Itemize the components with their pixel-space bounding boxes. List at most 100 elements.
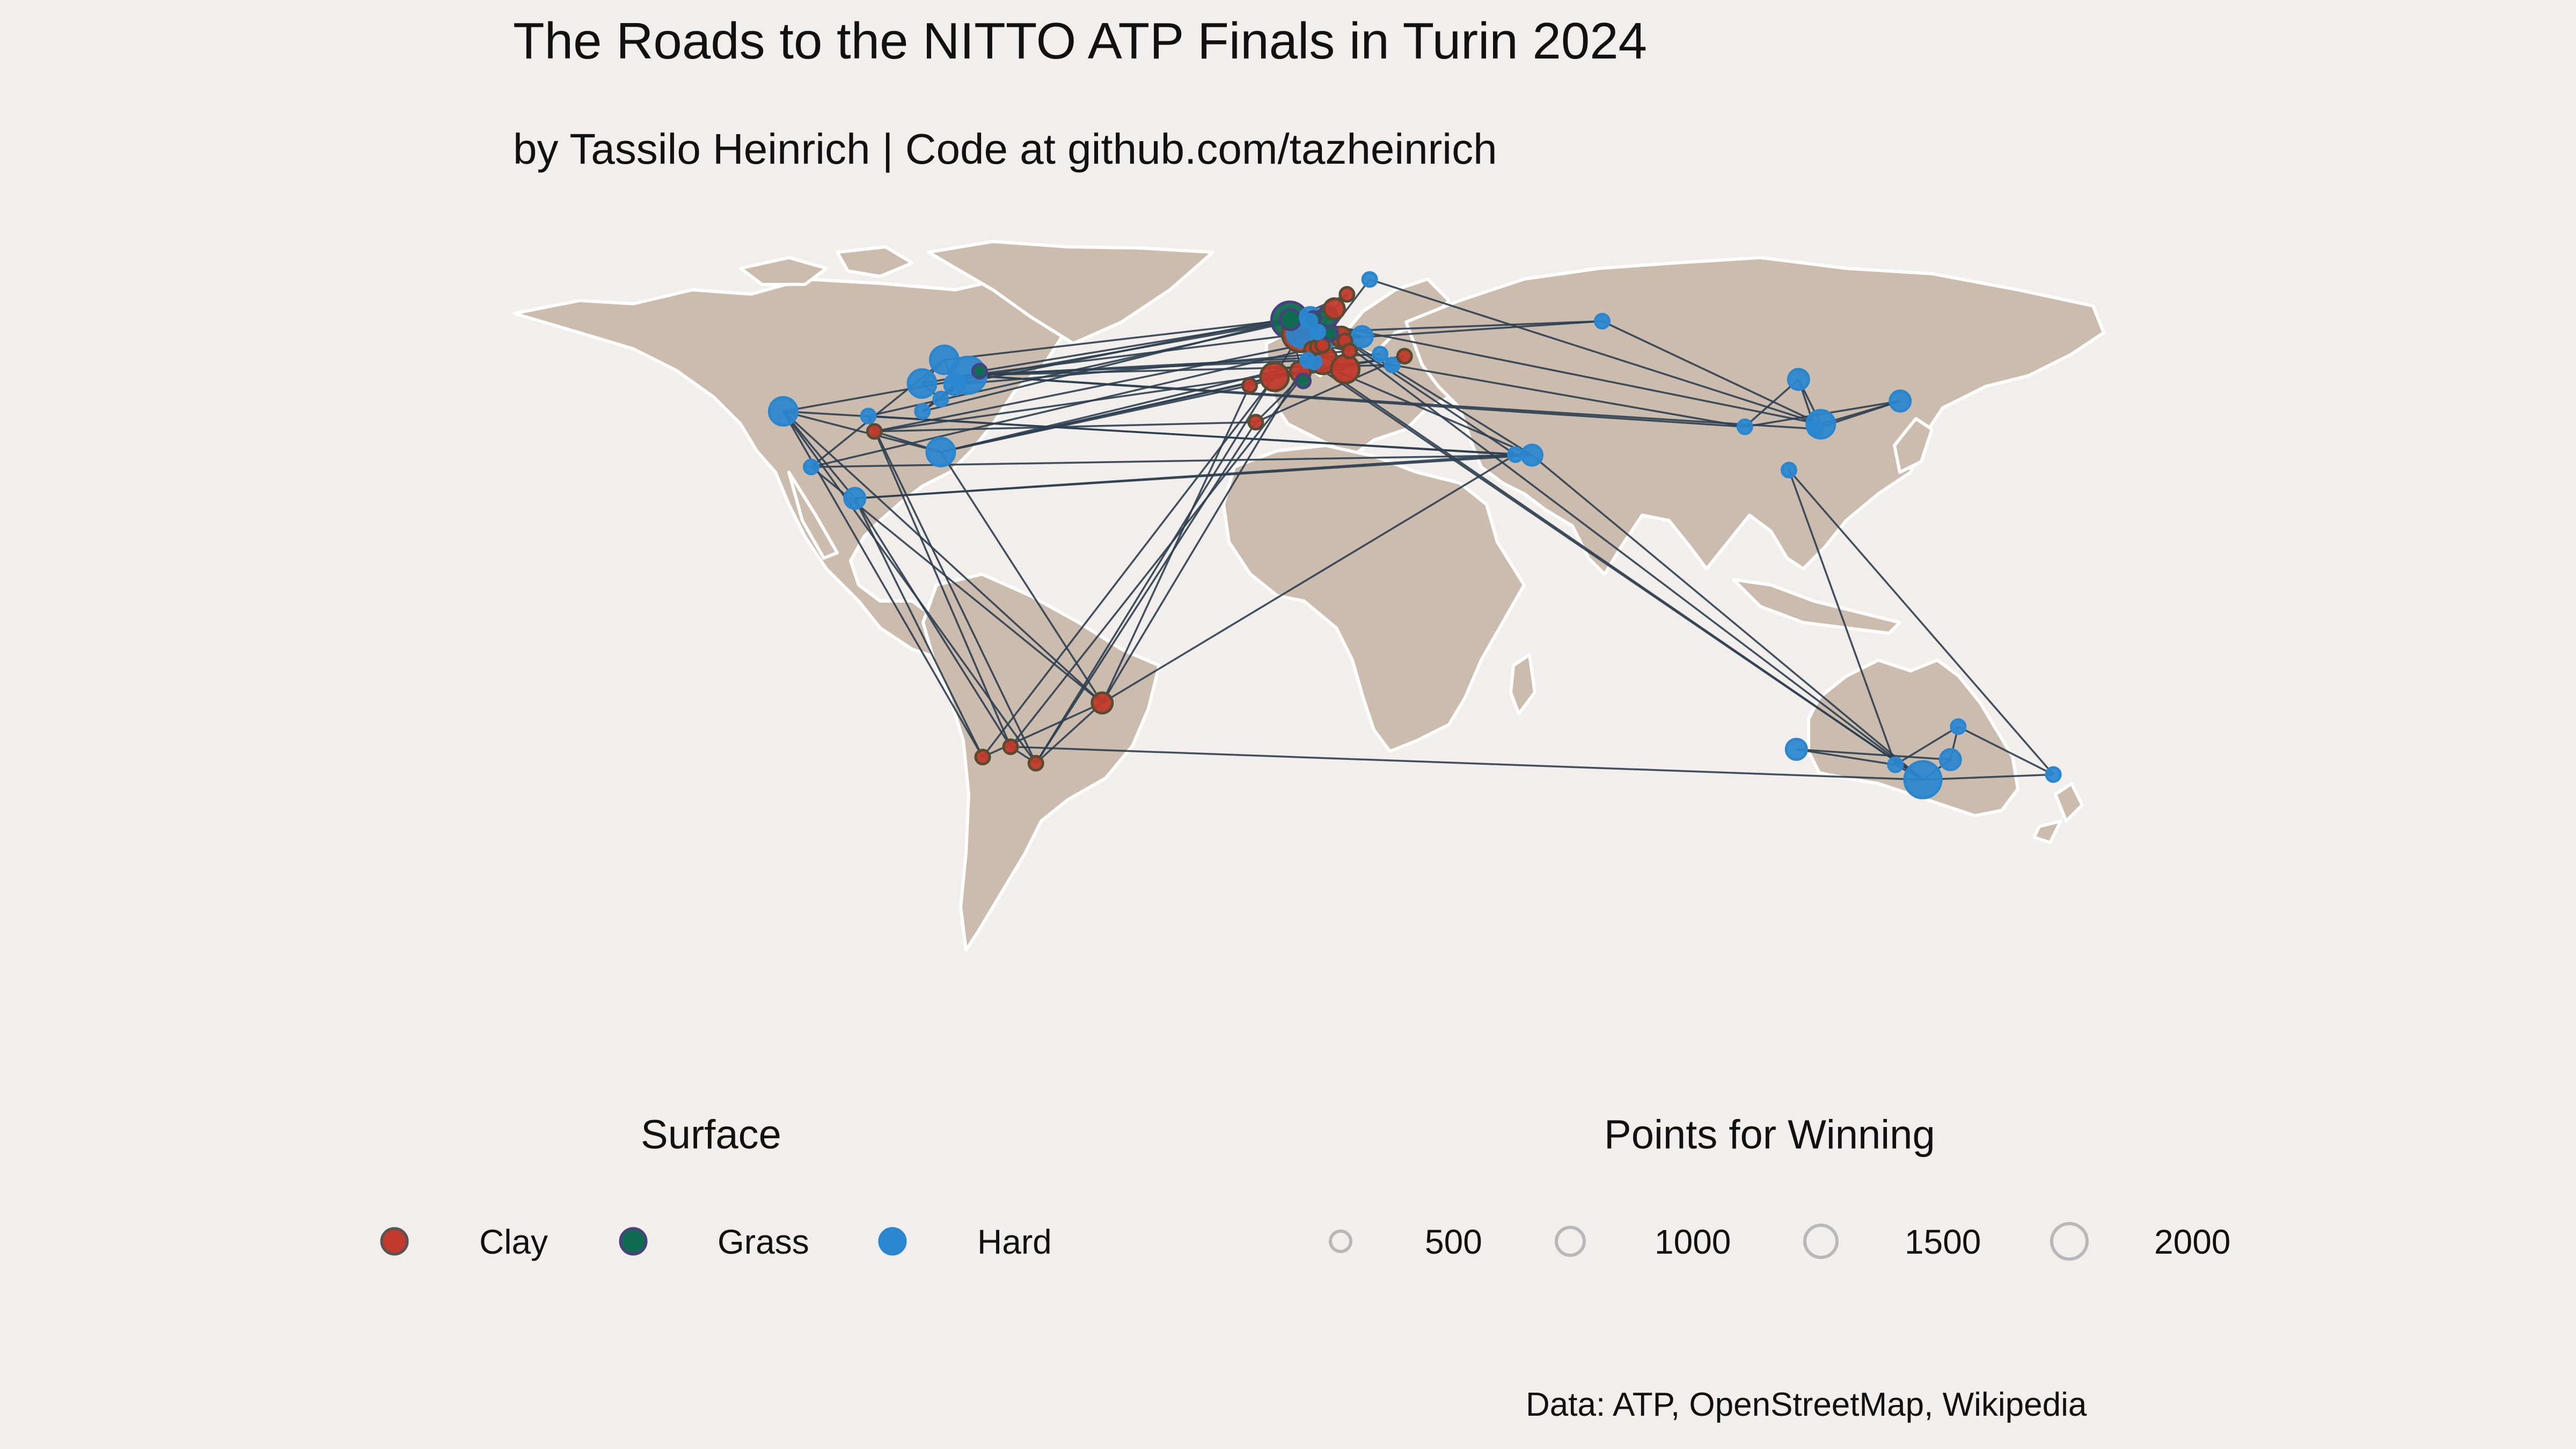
tournament-point-tokyo xyxy=(1889,389,1912,413)
route-brisbane-adelaide xyxy=(1894,726,1959,766)
land-new-zealand xyxy=(2032,782,2084,844)
tournament-point-melbourne xyxy=(1903,760,1943,800)
tournament-point-rio xyxy=(1091,691,1114,715)
route-auckland-melbourne xyxy=(1922,773,2054,781)
page-title: The Roads to the NITTO ATP Finals in Tur… xyxy=(513,12,1648,70)
route-melbourne-dubai xyxy=(1531,454,1924,781)
route-acapulco-indian-wells xyxy=(782,411,856,499)
tournament-point-winston-salem xyxy=(932,390,949,407)
legend-label-hard: Hard xyxy=(977,1223,1052,1261)
tournament-point-cordoba xyxy=(1002,738,1019,755)
tournament-point-sofia xyxy=(1384,356,1401,374)
route-miami-monte-carlo xyxy=(940,358,1323,453)
tournament-point-belgrade xyxy=(1372,346,1389,363)
land-greenland xyxy=(927,240,1214,345)
route-melbourne-marseille xyxy=(1313,361,1924,781)
tournament-point-los-cabos xyxy=(803,458,820,475)
route-hong-kong-adelaide xyxy=(1788,470,1897,765)
route-rio-doha xyxy=(1101,453,1516,704)
tournament-point-madrid xyxy=(1259,361,1290,392)
route-shanghai-stockholm xyxy=(1369,279,1821,426)
tournament-point-toronto xyxy=(928,344,960,375)
tournament-point-hong-kong xyxy=(1780,462,1797,479)
points-legend-title: Points for Winning xyxy=(1604,1112,1935,1158)
tournament-point-hamburg xyxy=(1322,297,1346,320)
route-brisbane-auckland xyxy=(1958,726,2054,775)
land-africa xyxy=(1222,444,1526,753)
tournament-point-newport xyxy=(971,363,988,380)
tournament-point-dubai xyxy=(1520,443,1544,467)
legend-label-1000: 1000 xyxy=(1655,1223,1731,1261)
route-indian-wells-rotterdam xyxy=(783,317,1311,413)
tournament-point-dallas xyxy=(860,407,877,425)
tournament-point-rome xyxy=(1330,354,1361,385)
tournament-point-metz xyxy=(1309,324,1326,341)
tournament-point-mallorca xyxy=(1295,372,1312,390)
route-buenos-aires-marrakech xyxy=(1035,421,1257,764)
route-sofia-chengdu xyxy=(1392,364,1745,428)
route-melbourne-cordoba xyxy=(1010,745,1923,781)
tournament-point-sydney xyxy=(1938,748,1962,771)
tournament-point-acapulco xyxy=(843,487,867,510)
surface-legend-title: Surface xyxy=(641,1112,781,1158)
route-buenos-aires-dallas xyxy=(867,415,1037,764)
route-rio-estoril xyxy=(1101,385,1251,704)
tournament-point-stockholm xyxy=(1361,271,1378,288)
land-asia xyxy=(1404,256,2105,576)
legend-label-grass: Grass xyxy=(718,1223,809,1261)
land-arctic-islands xyxy=(739,245,914,286)
route-santiago-madrid xyxy=(982,376,1276,758)
legend-label-clay: Clay xyxy=(479,1223,548,1261)
tournament-point-miami xyxy=(925,436,956,467)
tournament-point-hangzhou xyxy=(1806,420,1824,437)
route-dubai-los-cabos xyxy=(811,454,1532,468)
tournament-point-marrakech xyxy=(1247,414,1264,431)
route-perth-sydney xyxy=(1796,748,1951,761)
route-rio-barcelona xyxy=(1101,371,1301,704)
tournament-point-chengdu xyxy=(1736,418,1753,435)
tournament-point-houston xyxy=(866,423,883,440)
tournament-point-indian-wells xyxy=(767,396,799,427)
tournament-point-brisbane xyxy=(1950,718,1967,735)
land-indonesia xyxy=(1732,578,1901,635)
route-houston-marrakech xyxy=(874,421,1256,433)
tournament-point-umag xyxy=(1341,342,1358,360)
tournament-point-astana xyxy=(1593,312,1611,330)
tournament-point-washington xyxy=(943,373,967,397)
route-new-york-montpellier xyxy=(968,359,1308,377)
land-baja xyxy=(787,471,839,560)
route-cordoba-acapulco xyxy=(854,497,1012,748)
tournament-point-beijing xyxy=(1787,368,1810,391)
legend-label-2000: 2000 xyxy=(2154,1223,2231,1261)
route-new-york-hangzhou xyxy=(968,374,1816,430)
tournament-point-auckland xyxy=(2045,766,2062,783)
land-madagascar xyxy=(1509,653,1536,715)
tournament-points xyxy=(767,271,2062,800)
tournament-point-perth xyxy=(1784,737,1808,761)
tournament-point-london xyxy=(1278,308,1302,332)
legend-label-1500: 1500 xyxy=(1905,1223,1981,1261)
route-indian-wells-miami xyxy=(783,410,941,453)
tournament-point-vienna xyxy=(1350,325,1374,348)
route-cordoba-marseille xyxy=(1009,361,1315,748)
route-rio-indian-wells xyxy=(782,411,1103,704)
legend-label-500: 500 xyxy=(1425,1223,1482,1261)
route-buenos-aires-rio xyxy=(1035,702,1103,764)
land-japan xyxy=(1893,417,1934,474)
tournament-point-adelaide xyxy=(1887,756,1904,773)
route-toronto-london xyxy=(944,318,1291,361)
route-chengdu-beijing xyxy=(1744,378,1799,428)
caption: Data: ATP, OpenStreetMap, Wikipedia xyxy=(1526,1386,2087,1423)
route-marrakech-bucharest xyxy=(1255,355,1405,423)
tournament-point-santiago xyxy=(974,749,991,766)
tournament-point-montpellier xyxy=(1299,352,1316,369)
route-shanghai-antwerp xyxy=(1309,320,1821,426)
route-acapulco-dubai xyxy=(854,454,1532,500)
page-subtitle: by Tassilo Heinrich | Code at github.com… xyxy=(513,125,1497,173)
route-hong-kong-auckland xyxy=(1788,469,2054,775)
tournament-point-bastad xyxy=(1338,286,1356,303)
tournament-point-doha xyxy=(1507,446,1524,463)
tournament-point-bucharest xyxy=(1396,348,1413,365)
tournament-point-cincinnati xyxy=(906,368,938,399)
